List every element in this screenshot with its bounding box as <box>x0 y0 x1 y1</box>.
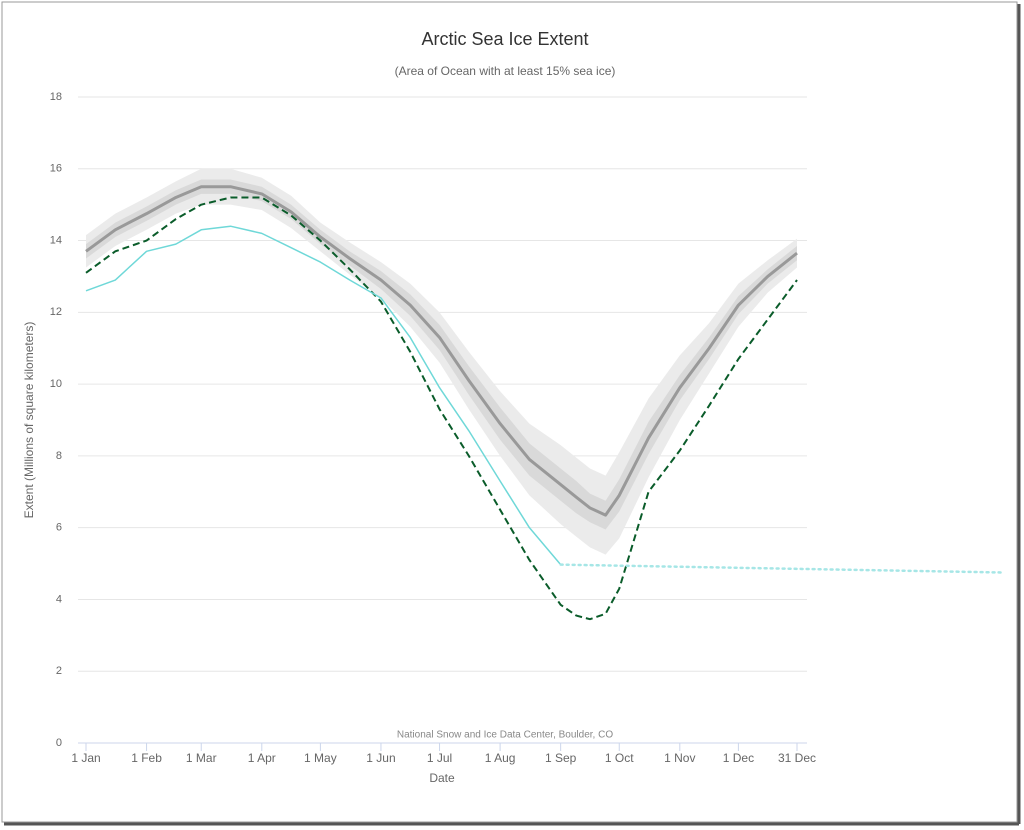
series-line <box>559 563 1006 574</box>
x-tick-label: 1 Jun <box>366 751 395 765</box>
lines <box>85 185 1006 621</box>
x-tick-label: 1 Jan <box>71 751 100 765</box>
chart-subtitle: (Area of Ocean with at least 15% sea ice… <box>395 64 616 78</box>
x-tick-label: 1 Nov <box>664 751 695 765</box>
y-tick-label: 4 <box>56 593 62 605</box>
x-tick-label: 1 Mar <box>186 751 217 765</box>
x-tick-label: 1 Sep <box>545 751 577 765</box>
y-tick-label: 6 <box>56 522 62 534</box>
y-tick-label: 14 <box>50 234 62 246</box>
series-line <box>85 185 798 517</box>
y-tick-label: 18 <box>50 91 62 103</box>
range-band <box>86 179 797 530</box>
y-tick-label: 2 <box>56 665 62 677</box>
x-tick-label: 31 Dec <box>778 751 816 765</box>
bands <box>86 168 797 555</box>
y-tick-label: 16 <box>50 163 62 175</box>
x-axis-title: Date <box>429 771 455 785</box>
x-tick-label: 1 Dec <box>723 751 754 765</box>
axes: 0 2 4 6 8 10 12 14 16 18 1 Jan 1 Feb 1 Mar 1 Apr 1 May… <box>50 91 816 765</box>
x-tick-label: 1 Feb <box>131 751 162 765</box>
y-tick-label: 12 <box>50 306 62 318</box>
x-tick-label: 1 Apr <box>248 751 276 765</box>
series-line <box>85 225 562 566</box>
credit: National Snow and Ice Data Center, Bould… <box>397 730 613 741</box>
series-line <box>85 196 798 621</box>
grid <box>78 96 807 744</box>
chart-title: Arctic Sea Ice Extent <box>421 29 588 49</box>
x-tick-label: 1 Jul <box>427 751 452 765</box>
range-band <box>86 168 797 555</box>
y-axis-title: Extent (Millions of square kilometers) <box>22 322 36 519</box>
x-tick-label: 1 Aug <box>485 751 516 765</box>
y-tick-label: 8 <box>56 450 62 462</box>
x-tick-label: 1 Oct <box>605 751 634 765</box>
x-tick-label: 1 May <box>304 751 337 765</box>
y-tick-label: 0 <box>56 737 62 749</box>
y-tick-label: 10 <box>50 378 62 390</box>
